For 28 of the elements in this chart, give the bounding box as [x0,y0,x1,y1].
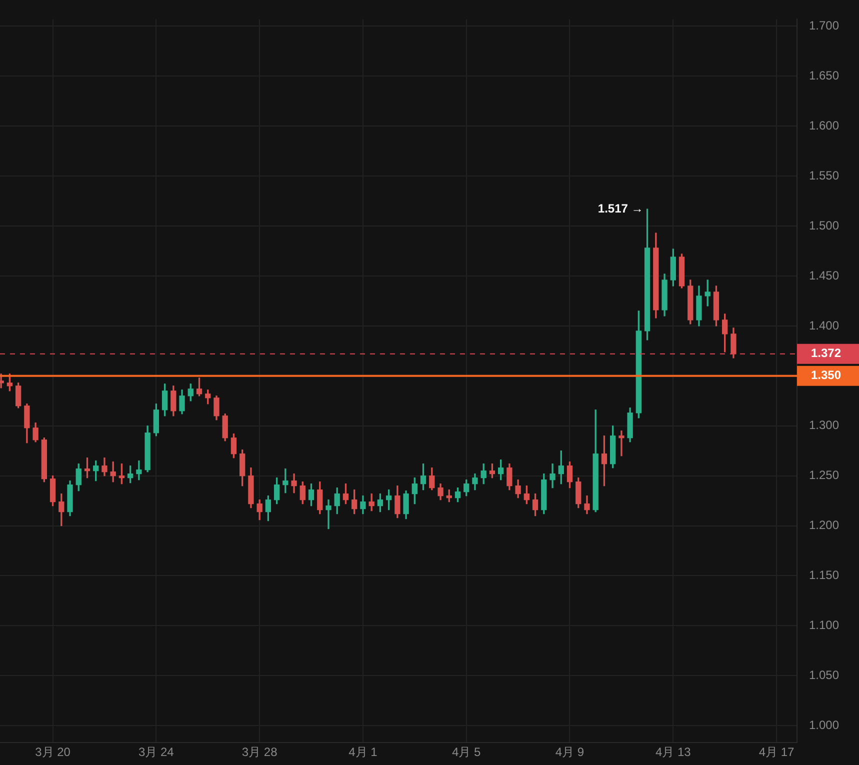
y-tick-label: 1.100 [809,618,840,632]
x-tick-label: 4月 17 [758,745,795,760]
y-tick-label: 1.300 [809,418,840,432]
y-tick-label: 1.400 [809,318,840,332]
y-tick-label: 1.550 [809,168,840,182]
x-tick-label: 3月 28 [242,745,278,760]
y-tick-label: 1.700 [809,18,840,33]
y-tick-label: 1.250 [809,468,840,482]
y-tick-label: 1.050 [809,668,840,682]
y-tick-label: 1.450 [809,268,840,282]
y-tick-label: 1.000 [809,718,840,732]
y-tick-label: 1.600 [809,118,840,132]
x-tick-label: 3月 20 [35,745,71,760]
y-tick-label: 1.200 [809,518,840,532]
candlestick [618,430,624,456]
y-tick-label: 1.500 [809,218,840,232]
annotation: 1.517 → [598,201,644,216]
ref-line-label: 1.350 [811,368,842,382]
candlestick [136,460,142,480]
y-tick-label: 1.150 [809,568,840,582]
x-tick-label: 4月 1 [348,745,378,760]
x-tick-label: 4月 9 [555,745,584,760]
candlestick [326,499,332,530]
ref-line-label: 1.372 [811,346,842,360]
x-tick-label: 3月 24 [138,745,174,760]
x-tick-label: 4月 5 [452,745,482,760]
y-tick-label: 1.650 [809,68,840,82]
x-tick-label: 4月 13 [655,745,692,760]
